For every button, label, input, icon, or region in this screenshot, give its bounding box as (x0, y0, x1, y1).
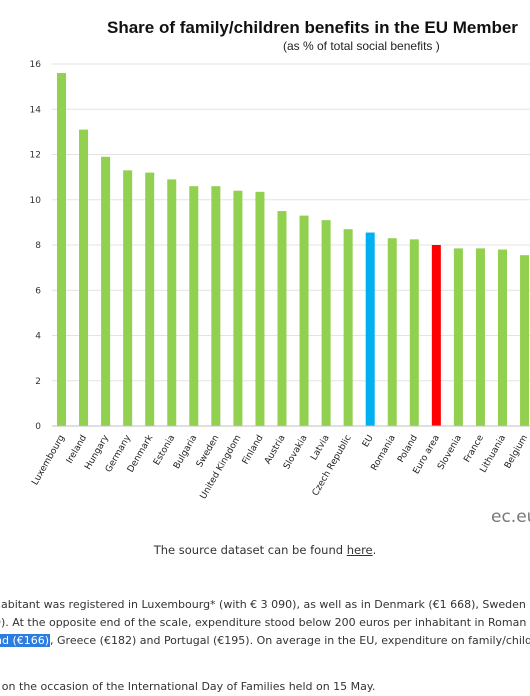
y-tick-label: 0 (35, 422, 41, 432)
y-tick-label: 8 (35, 241, 41, 251)
y-tick-label: 10 (30, 196, 42, 206)
bar (475, 248, 485, 426)
x-category-label: Luxembourg (30, 434, 67, 488)
bar (145, 172, 155, 426)
body-paragraph: habitant was registered in Luxembourg* (… (0, 596, 530, 650)
bar (343, 229, 353, 426)
bar (409, 239, 419, 426)
y-tick-label: 4 (35, 332, 41, 342)
y-tick-label: 6 (35, 286, 41, 296)
x-category-label: France (462, 433, 486, 464)
bar-chart: Share of family/children benefits in the… (30, 18, 530, 527)
body-paragraph-2: t on the occasion of the International D… (0, 678, 530, 696)
bar (453, 248, 463, 426)
paragraph-line-1: habitant was registered in Luxembourg* (… (0, 598, 526, 611)
bar (57, 73, 66, 427)
x-axis-labels: LuxembourgIrelandHungaryGermanyDenmarkEs… (30, 433, 530, 501)
bar (79, 129, 89, 427)
x-category-label: Poland (396, 434, 420, 465)
bar (299, 215, 309, 426)
watermark-text: ec.eu (491, 507, 530, 527)
y-axis-ticks: 0 2 4 6 8 10 12 14 16 (30, 60, 42, 432)
paragraph-line-2: 0). At the opposite end of the scale, ex… (0, 616, 527, 629)
bar (211, 186, 221, 426)
bar (520, 255, 530, 426)
source-text-end: . (372, 543, 377, 557)
bar (365, 232, 375, 426)
bar (498, 249, 507, 426)
bar (387, 238, 397, 426)
bars (57, 73, 530, 427)
bar (255, 191, 265, 426)
source-text: The source dataset can be found (153, 543, 347, 557)
y-tick-label: 14 (30, 105, 42, 115)
paragraph-line-3-rest: , Greece (€182) and Portugal (€195). On … (50, 634, 530, 647)
bar (189, 186, 199, 426)
bar (431, 245, 441, 426)
x-category-label: Ireland (65, 434, 89, 466)
bar (321, 220, 331, 426)
y-tick-label: 12 (30, 151, 41, 161)
paragraph-line-3: nd (€166), Greece (€182) and Portugal (€… (0, 632, 530, 650)
paragraph-line-4: t on the occasion of the International D… (0, 680, 376, 693)
chart-subtitle: (as % of total social benefits ) (283, 39, 440, 53)
y-tick-label: 2 (35, 377, 41, 387)
x-category-label: Latvia (309, 434, 331, 463)
source-link[interactable]: here (346, 543, 373, 557)
bar (233, 190, 243, 426)
source-note: The source dataset can be found here. (0, 543, 530, 557)
y-tick-label: 16 (30, 60, 42, 70)
selected-text-highlight[interactable]: nd (€166) (0, 634, 51, 647)
bar (101, 156, 111, 426)
chart-title: Share of family/children benefits in the… (107, 18, 518, 37)
x-category-label: United Kingdom (199, 434, 244, 502)
bar (123, 170, 133, 426)
x-category-label: EU (361, 434, 376, 450)
bar (277, 211, 287, 426)
bar (167, 179, 177, 426)
